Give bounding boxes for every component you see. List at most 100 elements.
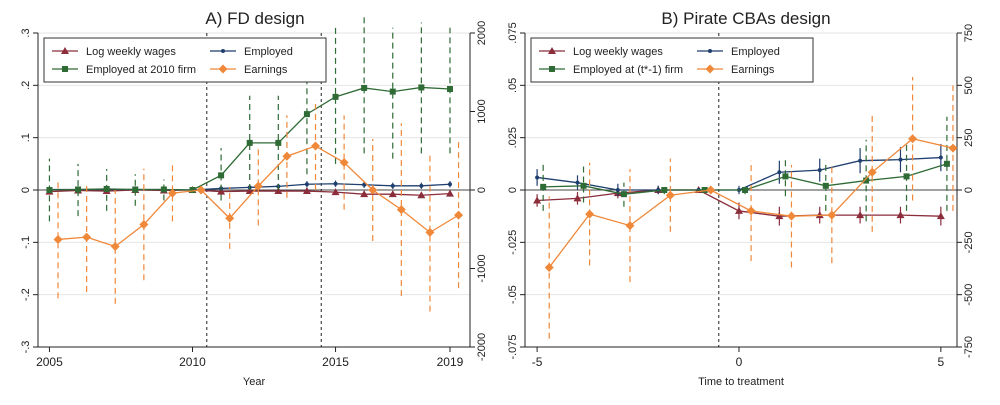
data-point	[275, 139, 282, 146]
legend-swatch-marker	[221, 49, 225, 53]
data-point	[160, 186, 167, 193]
data-point	[863, 177, 870, 184]
x-axis-label: Time to treatment	[698, 376, 784, 388]
left-tick-label: .025	[507, 127, 519, 148]
right-tick-label: 0	[476, 187, 488, 193]
right-tick-label: -1000	[476, 254, 488, 282]
left-tick-label: -.025	[507, 230, 519, 255]
data-point	[625, 221, 635, 231]
left-tick-label: -.2	[20, 288, 32, 301]
right-tick-label: -750	[963, 336, 975, 358]
left-tick-label: .3	[20, 28, 32, 37]
data-point	[661, 187, 668, 193]
data-point	[585, 209, 595, 219]
data-point	[196, 185, 206, 195]
data-point	[167, 188, 177, 198]
data-point	[734, 206, 743, 214]
data-point	[615, 188, 620, 192]
data-point	[938, 155, 943, 160]
legend-label: Employed	[731, 46, 780, 58]
chart-panel-2: B) Pirate CBAs design -.075 -.05 -.025 0 .025…	[507, 9, 975, 388]
left-tick-label: .1	[20, 133, 32, 142]
data-point	[311, 141, 321, 151]
data-point	[388, 190, 397, 198]
x-tick-label: -5	[532, 355, 543, 369]
data-point	[903, 173, 910, 180]
data-point	[898, 157, 903, 162]
data-point	[225, 213, 235, 223]
data-point	[417, 191, 426, 199]
data-point	[82, 232, 92, 242]
data-point	[425, 227, 435, 237]
legend-item: Log weekly wages	[539, 46, 663, 58]
x-tick-label: 2005	[36, 355, 63, 369]
data-point	[331, 188, 340, 196]
data-point	[302, 187, 311, 195]
legend-label: Employed at (t*-1) firm	[573, 64, 683, 76]
data-point	[815, 211, 824, 219]
data-point	[103, 185, 110, 192]
data-point	[775, 212, 784, 220]
data-point	[360, 190, 369, 198]
legend-swatch-marker	[705, 64, 715, 74]
left-tick-label: -.05	[507, 285, 519, 304]
data-point	[786, 211, 796, 221]
data-point	[948, 143, 958, 153]
right-tick-label: 2000	[476, 21, 488, 45]
left-tick-label: -.075	[507, 334, 519, 359]
data-point	[575, 180, 580, 185]
series-earnings	[544, 76, 958, 339]
legend-swatch-marker	[62, 66, 68, 72]
left-tick-label: -.1	[20, 236, 32, 249]
data-point	[936, 212, 945, 220]
x-tick-label: 2010	[179, 355, 206, 369]
x-axis-label: Year	[243, 376, 266, 388]
data-point	[777, 170, 782, 175]
right-tick-label: -500	[963, 284, 975, 306]
right-tick-label: -2000	[476, 333, 488, 361]
data-point	[896, 211, 905, 219]
legend-swatch-marker	[549, 66, 555, 72]
left-tick-label: 0	[20, 187, 32, 193]
data-point	[573, 194, 582, 202]
data-point	[368, 185, 378, 195]
legend-label: Employed	[244, 46, 293, 58]
data-point	[620, 191, 627, 198]
data-point	[580, 182, 587, 189]
data-point	[217, 187, 226, 195]
data-point	[867, 167, 877, 177]
chart-title: B) Pirate CBAs design	[661, 9, 830, 28]
data-point	[396, 205, 406, 215]
data-point	[454, 210, 464, 220]
legend-box	[530, 37, 814, 83]
data-point	[706, 185, 716, 195]
legend-label: Earnings	[244, 64, 288, 76]
data-point	[445, 189, 454, 197]
data-point	[132, 186, 139, 193]
data-point	[446, 85, 453, 92]
legend-swatch-marker	[218, 64, 228, 74]
data-point	[274, 187, 283, 195]
data-point	[339, 158, 349, 168]
legend-item: Earnings	[697, 64, 775, 76]
legend-swatch-marker	[708, 49, 712, 53]
data-point	[75, 186, 82, 193]
data-point	[46, 187, 53, 193]
data-point	[218, 172, 225, 179]
data-point	[303, 111, 310, 118]
legend-item: Employed at (t*-1) firm	[539, 64, 683, 76]
data-point	[544, 262, 554, 272]
right-tick-label: 250	[963, 128, 975, 146]
data-point	[389, 88, 396, 95]
data-point	[943, 160, 950, 167]
data-point	[304, 182, 309, 187]
data-point	[139, 220, 149, 230]
legend-swatch-marker	[548, 47, 556, 54]
legend-label: Log weekly wages	[86, 46, 176, 58]
data-point	[390, 183, 395, 188]
data-point	[333, 181, 338, 186]
right-tick-label: 750	[963, 24, 975, 42]
legend-label: Employed at 2010 firm	[86, 64, 196, 76]
data-point	[827, 210, 837, 220]
